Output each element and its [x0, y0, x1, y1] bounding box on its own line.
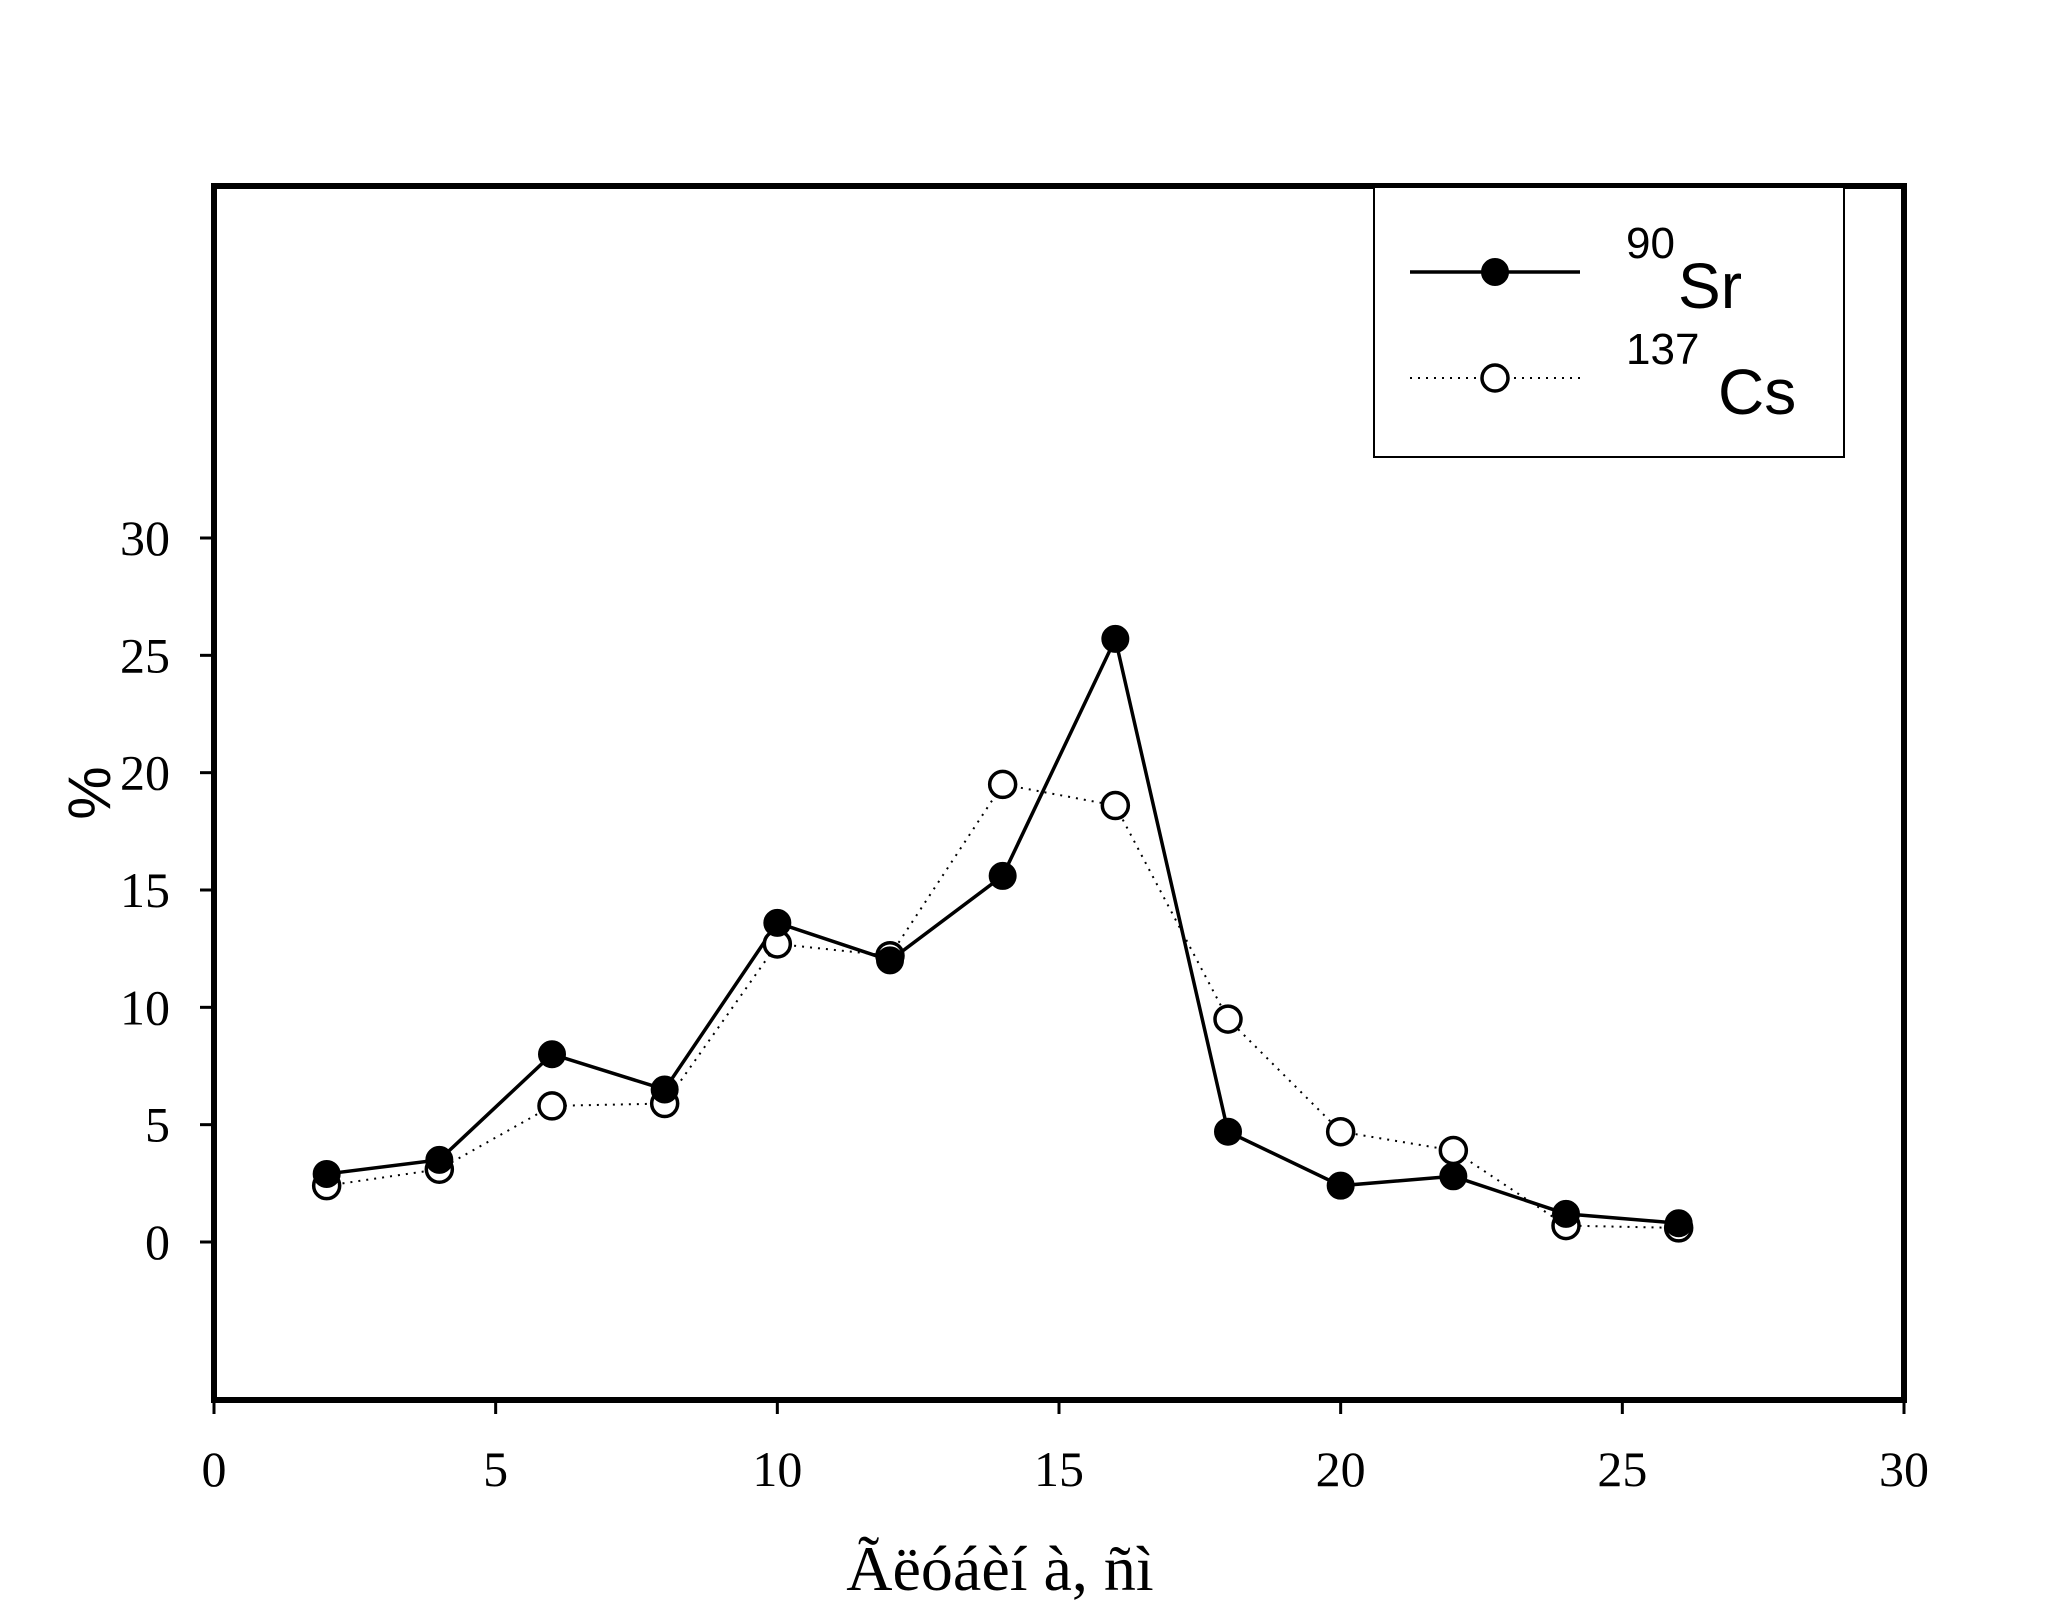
data-point-sr [876, 946, 904, 975]
data-point-sr [1664, 1209, 1693, 1238]
data-point-sr [1439, 1162, 1468, 1191]
y-tick-label: 5 [145, 1097, 170, 1153]
legend-marker-cs [1480, 363, 1510, 393]
y-tick-label: 25 [120, 627, 170, 683]
data-point-cs [1213, 1004, 1243, 1034]
data-point-sr [1326, 1171, 1355, 1200]
legend-label-superscript: 90 [1626, 219, 1675, 268]
x-tick-label: 5 [483, 1441, 508, 1497]
data-point-cs [1438, 1135, 1469, 1166]
y-tick-label: 15 [120, 862, 170, 918]
data-point-sr [763, 908, 792, 937]
data-point-sr [988, 861, 1017, 890]
legend-marker-sr [1481, 258, 1509, 286]
series-lines [326, 633, 1679, 1229]
legend-label-sr: Sr [1678, 250, 1742, 322]
series-line-cs [326, 783, 1679, 1229]
x-tick-label: 30 [1879, 1441, 1929, 1497]
series-line-sr [326, 633, 1679, 1225]
data-point-sr [650, 1075, 679, 1104]
data-point-sr [1101, 624, 1130, 653]
y-axis: 0 5 10 15 20 25 30 [120, 510, 214, 1270]
legend-label-cs: Cs [1718, 356, 1796, 428]
x-tick-label: 0 [202, 1441, 227, 1497]
data-point-cs [987, 769, 1018, 800]
legend-label-superscript: 137 [1626, 325, 1699, 374]
x-axis-title: Ãëóáèí à, ñì [846, 1533, 1153, 1601]
y-tick-label: 20 [120, 745, 170, 801]
data-point-cs [537, 1091, 567, 1121]
y-tick-label: 0 [145, 1214, 170, 1270]
x-tick-label: 25 [1597, 1441, 1647, 1497]
data-point-sr [1552, 1199, 1580, 1228]
x-tick-label: 15 [1034, 1441, 1084, 1497]
data-point-cs [1100, 790, 1131, 821]
x-tick-label: 20 [1316, 1441, 1366, 1497]
series-markers [311, 624, 1694, 1243]
legend-box [1373, 186, 1845, 458]
data-point-sr [312, 1159, 341, 1188]
data-point-sr [538, 1040, 566, 1069]
data-point-sr [1214, 1117, 1242, 1146]
data-point-sr [425, 1145, 454, 1174]
y-tick-label: 30 [120, 510, 170, 566]
y-tick-label: 10 [120, 979, 170, 1035]
data-point-cs [1325, 1116, 1356, 1147]
y-axis-title: % [56, 766, 123, 819]
x-tick-label: 10 [752, 1441, 802, 1497]
x-axis: 0 5 10 15 20 25 30 [202, 1400, 1929, 1497]
